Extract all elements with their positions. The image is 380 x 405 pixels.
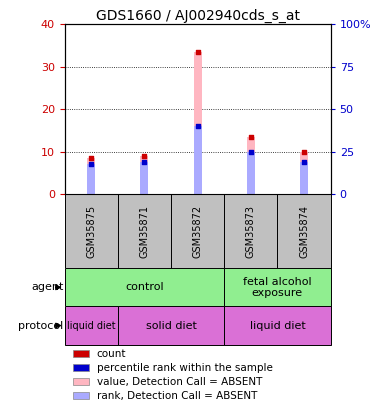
- Text: rank, Detection Call = ABSENT: rank, Detection Call = ABSENT: [97, 391, 257, 401]
- Text: value, Detection Call = ABSENT: value, Detection Call = ABSENT: [97, 377, 262, 387]
- Bar: [224, 307, 331, 345]
- Bar: [141, 162, 148, 194]
- Bar: [247, 151, 255, 194]
- Title: GDS1660 / AJ002940cds_s_at: GDS1660 / AJ002940cds_s_at: [96, 9, 299, 23]
- Bar: [73, 364, 89, 371]
- Bar: [73, 350, 89, 358]
- Point: [141, 159, 147, 165]
- Point: [248, 134, 254, 140]
- Bar: [194, 52, 202, 194]
- Text: agent: agent: [31, 282, 63, 292]
- Bar: [73, 392, 89, 399]
- Point: [141, 153, 147, 159]
- Bar: [118, 194, 171, 268]
- Bar: [87, 164, 95, 194]
- Bar: [194, 126, 202, 194]
- Text: solid diet: solid diet: [146, 320, 196, 330]
- Text: control: control: [125, 282, 164, 292]
- Point: [195, 49, 201, 55]
- Text: GSM35873: GSM35873: [246, 205, 256, 258]
- Bar: [171, 194, 224, 268]
- Bar: [247, 137, 255, 194]
- Point: [88, 161, 94, 168]
- Bar: [87, 158, 95, 194]
- Text: GSM35871: GSM35871: [139, 205, 149, 258]
- Point: [301, 159, 307, 165]
- Bar: [141, 156, 148, 194]
- Bar: [65, 268, 224, 307]
- Text: GSM35874: GSM35874: [299, 205, 309, 258]
- Point: [301, 148, 307, 155]
- Bar: [73, 378, 89, 386]
- Bar: [224, 194, 277, 268]
- Bar: [300, 151, 308, 194]
- Bar: [224, 268, 331, 307]
- Text: liquid diet: liquid diet: [67, 320, 116, 330]
- Point: [195, 123, 201, 129]
- Text: count: count: [97, 349, 126, 359]
- Text: liquid diet: liquid diet: [250, 320, 305, 330]
- Text: GSM35872: GSM35872: [193, 205, 203, 258]
- Bar: [300, 162, 308, 194]
- Text: GSM35875: GSM35875: [86, 205, 96, 258]
- Text: fetal alcohol
exposure: fetal alcohol exposure: [243, 277, 312, 298]
- Text: percentile rank within the sample: percentile rank within the sample: [97, 363, 272, 373]
- Bar: [277, 194, 331, 268]
- Bar: [65, 307, 118, 345]
- Bar: [118, 307, 224, 345]
- Point: [248, 148, 254, 155]
- Bar: [65, 194, 118, 268]
- Text: protocol: protocol: [18, 320, 63, 330]
- Point: [88, 155, 94, 161]
